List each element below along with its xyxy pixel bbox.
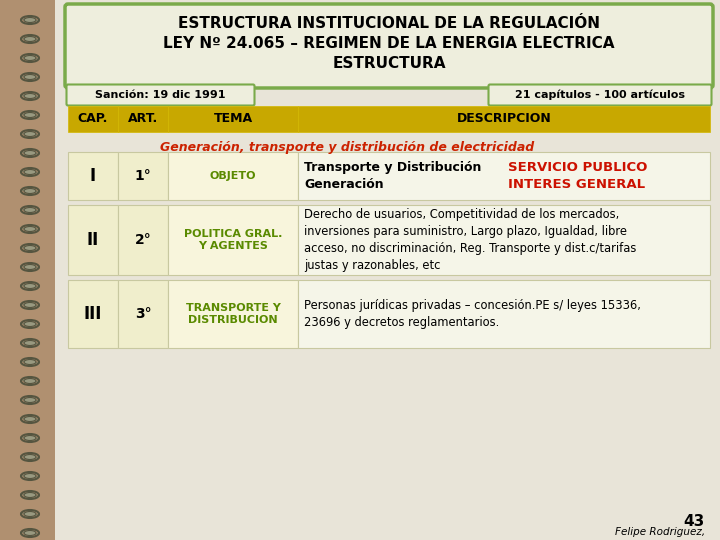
FancyBboxPatch shape	[118, 152, 168, 200]
FancyBboxPatch shape	[65, 4, 713, 88]
FancyBboxPatch shape	[298, 205, 710, 275]
Ellipse shape	[24, 170, 36, 174]
Text: ESTRUCTURA: ESTRUCTURA	[332, 57, 446, 71]
Text: Felipe Rodriguez,: Felipe Rodriguez,	[615, 527, 705, 537]
Ellipse shape	[24, 455, 36, 460]
Ellipse shape	[24, 265, 36, 269]
FancyBboxPatch shape	[118, 280, 168, 348]
FancyBboxPatch shape	[168, 205, 298, 275]
FancyBboxPatch shape	[488, 84, 711, 105]
Text: POLITICA GRAL.
Y AGENTES: POLITICA GRAL. Y AGENTES	[184, 229, 282, 251]
Ellipse shape	[24, 321, 36, 327]
Ellipse shape	[24, 511, 36, 516]
Text: Sanción: 19 dic 1991: Sanción: 19 dic 1991	[95, 90, 225, 100]
Text: 43: 43	[684, 515, 705, 530]
Ellipse shape	[24, 226, 36, 232]
FancyBboxPatch shape	[68, 106, 118, 132]
FancyBboxPatch shape	[168, 152, 298, 200]
FancyBboxPatch shape	[168, 106, 298, 132]
Text: Transporte y Distribución
Generación: Transporte y Distribución Generación	[304, 161, 482, 191]
Ellipse shape	[24, 416, 36, 422]
Ellipse shape	[24, 360, 36, 365]
Ellipse shape	[24, 56, 36, 60]
Ellipse shape	[24, 530, 36, 536]
Ellipse shape	[24, 132, 36, 137]
Ellipse shape	[24, 246, 36, 251]
Ellipse shape	[24, 112, 36, 118]
Text: III: III	[84, 305, 102, 323]
Ellipse shape	[24, 207, 36, 213]
Text: I: I	[90, 167, 96, 185]
Text: DESCRIPCION: DESCRIPCION	[456, 112, 552, 125]
FancyBboxPatch shape	[298, 106, 710, 132]
Ellipse shape	[24, 341, 36, 346]
Text: Personas jurídicas privadas – concesión.PE s/ leyes 15336,
23696 y decretos regl: Personas jurídicas privadas – concesión.…	[304, 299, 641, 329]
Text: TEMA: TEMA	[213, 112, 253, 125]
FancyBboxPatch shape	[168, 280, 298, 348]
Ellipse shape	[24, 188, 36, 193]
Text: LEY Nº 24.065 – REGIMEN DE LA ENERGIA ELECTRICA: LEY Nº 24.065 – REGIMEN DE LA ENERGIA EL…	[163, 37, 615, 51]
Ellipse shape	[24, 37, 36, 42]
Text: 21 capítulos - 100 artículos: 21 capítulos - 100 artículos	[515, 90, 685, 100]
Text: ESTRUCTURA INSTITUCIONAL DE LA REGULACIÓN: ESTRUCTURA INSTITUCIONAL DE LA REGULACIÓ…	[178, 17, 600, 31]
Text: II: II	[87, 231, 99, 249]
Text: Derecho de usuarios, Competitividad de los mercados,
inversiones para suministro: Derecho de usuarios, Competitividad de l…	[304, 208, 636, 272]
FancyBboxPatch shape	[68, 205, 118, 275]
Ellipse shape	[24, 284, 36, 288]
Text: 2°: 2°	[135, 233, 151, 247]
Text: TRANSPORTE Y
DISTRIBUCION: TRANSPORTE Y DISTRIBUCION	[186, 303, 280, 325]
Ellipse shape	[24, 93, 36, 98]
FancyBboxPatch shape	[298, 280, 710, 348]
Text: 3°: 3°	[135, 307, 151, 321]
Ellipse shape	[24, 492, 36, 497]
FancyBboxPatch shape	[68, 280, 118, 348]
Text: SERVICIO PUBLICO
INTERES GENERAL: SERVICIO PUBLICO INTERES GENERAL	[508, 161, 647, 191]
Text: 1°: 1°	[135, 169, 151, 183]
FancyBboxPatch shape	[68, 152, 118, 200]
Text: OBJETO: OBJETO	[210, 171, 256, 181]
Ellipse shape	[24, 151, 36, 156]
Text: ART.: ART.	[128, 112, 158, 125]
Ellipse shape	[24, 302, 36, 307]
Text: Generación, transporte y distribución de electricidad: Generación, transporte y distribución de…	[160, 140, 534, 153]
FancyBboxPatch shape	[118, 205, 168, 275]
Ellipse shape	[24, 435, 36, 441]
FancyBboxPatch shape	[66, 84, 254, 105]
Ellipse shape	[24, 75, 36, 79]
Ellipse shape	[24, 474, 36, 478]
FancyBboxPatch shape	[118, 106, 168, 132]
FancyBboxPatch shape	[298, 152, 710, 200]
Ellipse shape	[24, 17, 36, 23]
Ellipse shape	[24, 397, 36, 402]
Ellipse shape	[24, 379, 36, 383]
FancyBboxPatch shape	[55, 0, 720, 540]
Text: CAP.: CAP.	[78, 112, 108, 125]
FancyBboxPatch shape	[0, 0, 55, 540]
